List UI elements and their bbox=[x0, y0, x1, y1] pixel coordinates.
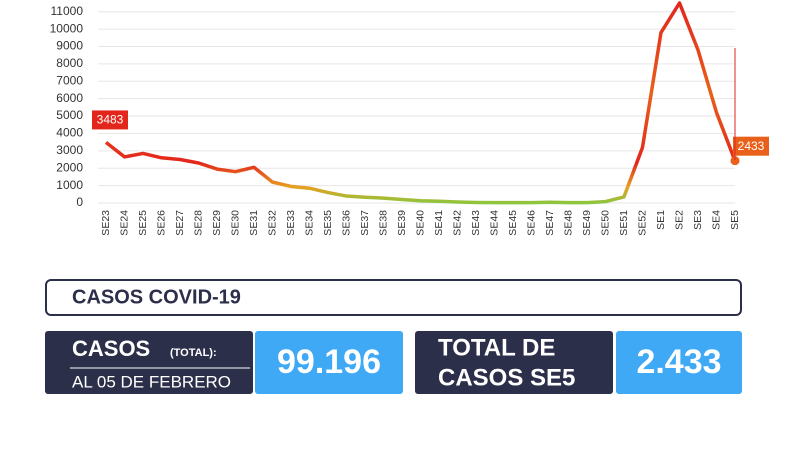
y-tick-label: 7000 bbox=[56, 73, 83, 87]
x-tick-label: SE48 bbox=[562, 210, 574, 236]
week-box bbox=[415, 331, 613, 394]
x-tick-label: SE39 bbox=[396, 210, 408, 236]
x-tick-label: SE36 bbox=[340, 210, 352, 236]
line-chart: 0 1000 2000 3000 4000 5000 6000 7000 8000 9000 100… bbox=[50, 1, 769, 236]
x-tick-label: SE44 bbox=[488, 210, 500, 236]
y-tick-label: 1000 bbox=[56, 178, 83, 192]
summary-title: CASOS COVID-19 bbox=[72, 286, 241, 308]
y-tick-label: 8000 bbox=[56, 56, 83, 70]
x-tick-label: SE26 bbox=[155, 210, 167, 236]
x-tick-label: SE3 bbox=[692, 210, 704, 230]
y-tick-label: 11000 bbox=[51, 4, 84, 18]
total-label: CASOS bbox=[72, 336, 150, 361]
y-tick-label: 3000 bbox=[56, 143, 83, 157]
x-tick-label: SE52 bbox=[636, 210, 648, 236]
x-tick-label: SE33 bbox=[285, 210, 297, 236]
x-tick-label: SE2 bbox=[673, 210, 685, 230]
x-tick-label: SE31 bbox=[248, 210, 260, 236]
x-tick-label: SE46 bbox=[525, 210, 537, 236]
x-tick-label: SE29 bbox=[211, 210, 223, 236]
total-box bbox=[45, 331, 253, 394]
y-tick-label: 9000 bbox=[56, 39, 83, 53]
week-label-1: TOTAL DE bbox=[438, 334, 555, 361]
y-tick-label: 10000 bbox=[50, 21, 84, 35]
point bbox=[730, 156, 740, 166]
value-label-box bbox=[733, 136, 769, 156]
line bbox=[104, 1, 737, 205]
x-tick-label: SE41 bbox=[433, 210, 445, 236]
value-label-box bbox=[92, 110, 128, 130]
y-tick-label: 4000 bbox=[56, 126, 83, 140]
x-tick-label: SE50 bbox=[599, 210, 611, 236]
x-tick-label: SE37 bbox=[359, 210, 371, 236]
x-tick-label: SE47 bbox=[544, 210, 556, 236]
week-label-2: CASOS SE5 bbox=[438, 364, 575, 391]
y-tick-label: 6000 bbox=[56, 91, 83, 105]
x-tick-label: SE24 bbox=[118, 210, 130, 236]
x-tick-label: SE35 bbox=[322, 210, 334, 236]
x-tick-label: SE25 bbox=[137, 210, 149, 236]
x-tick-label: SE34 bbox=[303, 210, 315, 236]
week-value-box bbox=[616, 331, 742, 394]
total-value-box bbox=[255, 331, 403, 394]
y-tick-label: 5000 bbox=[56, 108, 83, 122]
x-tick-label: SE45 bbox=[507, 210, 519, 236]
total-date: AL 05 DE FEBRERO bbox=[72, 372, 231, 391]
value-label: 3483 bbox=[97, 113, 124, 127]
x-tick-label: SE40 bbox=[414, 210, 426, 236]
x-tick-label: SE23 bbox=[100, 210, 112, 236]
value-label: 2433 bbox=[738, 139, 765, 153]
y-tick-label: 2000 bbox=[56, 160, 83, 174]
x-tick-label: SE32 bbox=[266, 210, 278, 236]
x-tick-label: SE5 bbox=[729, 210, 741, 230]
total-qualifier: (TOTAL): bbox=[170, 347, 217, 359]
x-tick-label: SE38 bbox=[377, 210, 389, 236]
x-tick-label: SE28 bbox=[192, 210, 204, 236]
x-tick-label: SE27 bbox=[174, 210, 186, 236]
x-tick-label: SE1 bbox=[655, 210, 667, 230]
x-tick-label: SE30 bbox=[229, 210, 241, 236]
y-tick-label: 0 bbox=[76, 195, 83, 209]
title-box bbox=[45, 279, 742, 316]
total-value: 99.196 bbox=[277, 343, 381, 381]
x-tick-label: SE42 bbox=[451, 210, 463, 236]
week-value: 2.433 bbox=[636, 343, 721, 381]
x-tick-label: SE49 bbox=[581, 210, 593, 236]
x-tick-label: SE51 bbox=[618, 210, 630, 236]
x-tick-label: SE4 bbox=[710, 210, 722, 230]
x-tick-label: SE43 bbox=[470, 210, 482, 236]
